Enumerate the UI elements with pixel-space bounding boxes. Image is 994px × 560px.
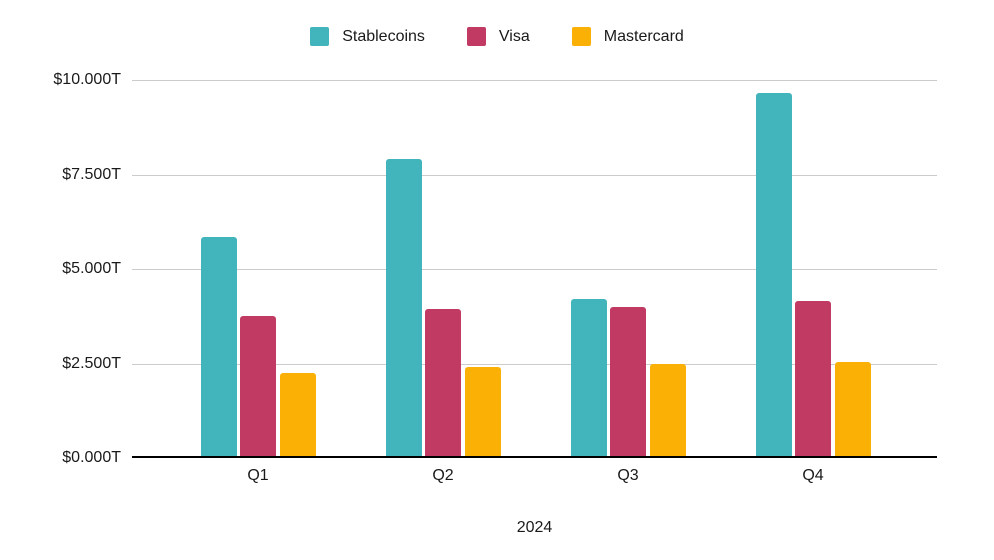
x-axis-title: 2024 [516,519,553,536]
gridline [132,269,937,270]
plot-area [132,80,937,458]
x-axis-tick-label: Q4 [802,467,824,484]
legend-item-stablecoins: Stablecoins [310,27,425,46]
bar-group-q2 [385,159,501,458]
bar-stablecoins-q2 [385,159,422,458]
gridline [132,80,937,81]
bar-group-q1 [200,236,316,458]
legend-swatch-icon [310,27,330,46]
legend-item-mastercard: Mastercard [571,27,684,46]
x-axis-tick-label: Q2 [432,467,454,484]
legend: Stablecoins Visa Mastercard [0,27,994,46]
x-axis-line [132,456,937,458]
bar-stablecoins-q3 [570,299,607,458]
bar-stablecoins-q4 [755,93,792,458]
x-axis-tick-label: Q1 [247,467,269,484]
y-axis-tick-label: $2.500T [62,354,121,372]
bar-visa-q1 [240,316,276,458]
bar-visa-q2 [425,308,461,458]
legend-swatch-icon [466,27,486,46]
bar-stablecoins-q1 [200,236,237,458]
bar-mastercard-q1 [279,372,316,458]
bar-mastercard-q3 [649,363,686,458]
bar-group-q4 [755,93,871,458]
bar-visa-q3 [610,306,646,458]
x-axis-tick-label: Q3 [617,467,639,484]
y-axis-tick-label: $10.000T [53,71,121,88]
legend-label: Stablecoins [342,27,425,45]
legend-item-visa: Visa [466,27,530,46]
y-axis-tick-label: $0.000T [62,449,121,466]
bar-mastercard-q2 [464,367,501,458]
legend-label: Mastercard [603,27,684,45]
bar-visa-q4 [795,301,831,458]
gridline [132,174,937,176]
bar-group-q3 [570,299,686,458]
gridline [132,363,937,365]
y-axis-tick-label: $5.000T [62,260,121,277]
y-axis-tick-label: $7.500T [62,165,121,183]
legend-swatch-icon [571,27,591,46]
legend-label: Visa [498,27,530,45]
bar-mastercard-q4 [834,361,871,458]
